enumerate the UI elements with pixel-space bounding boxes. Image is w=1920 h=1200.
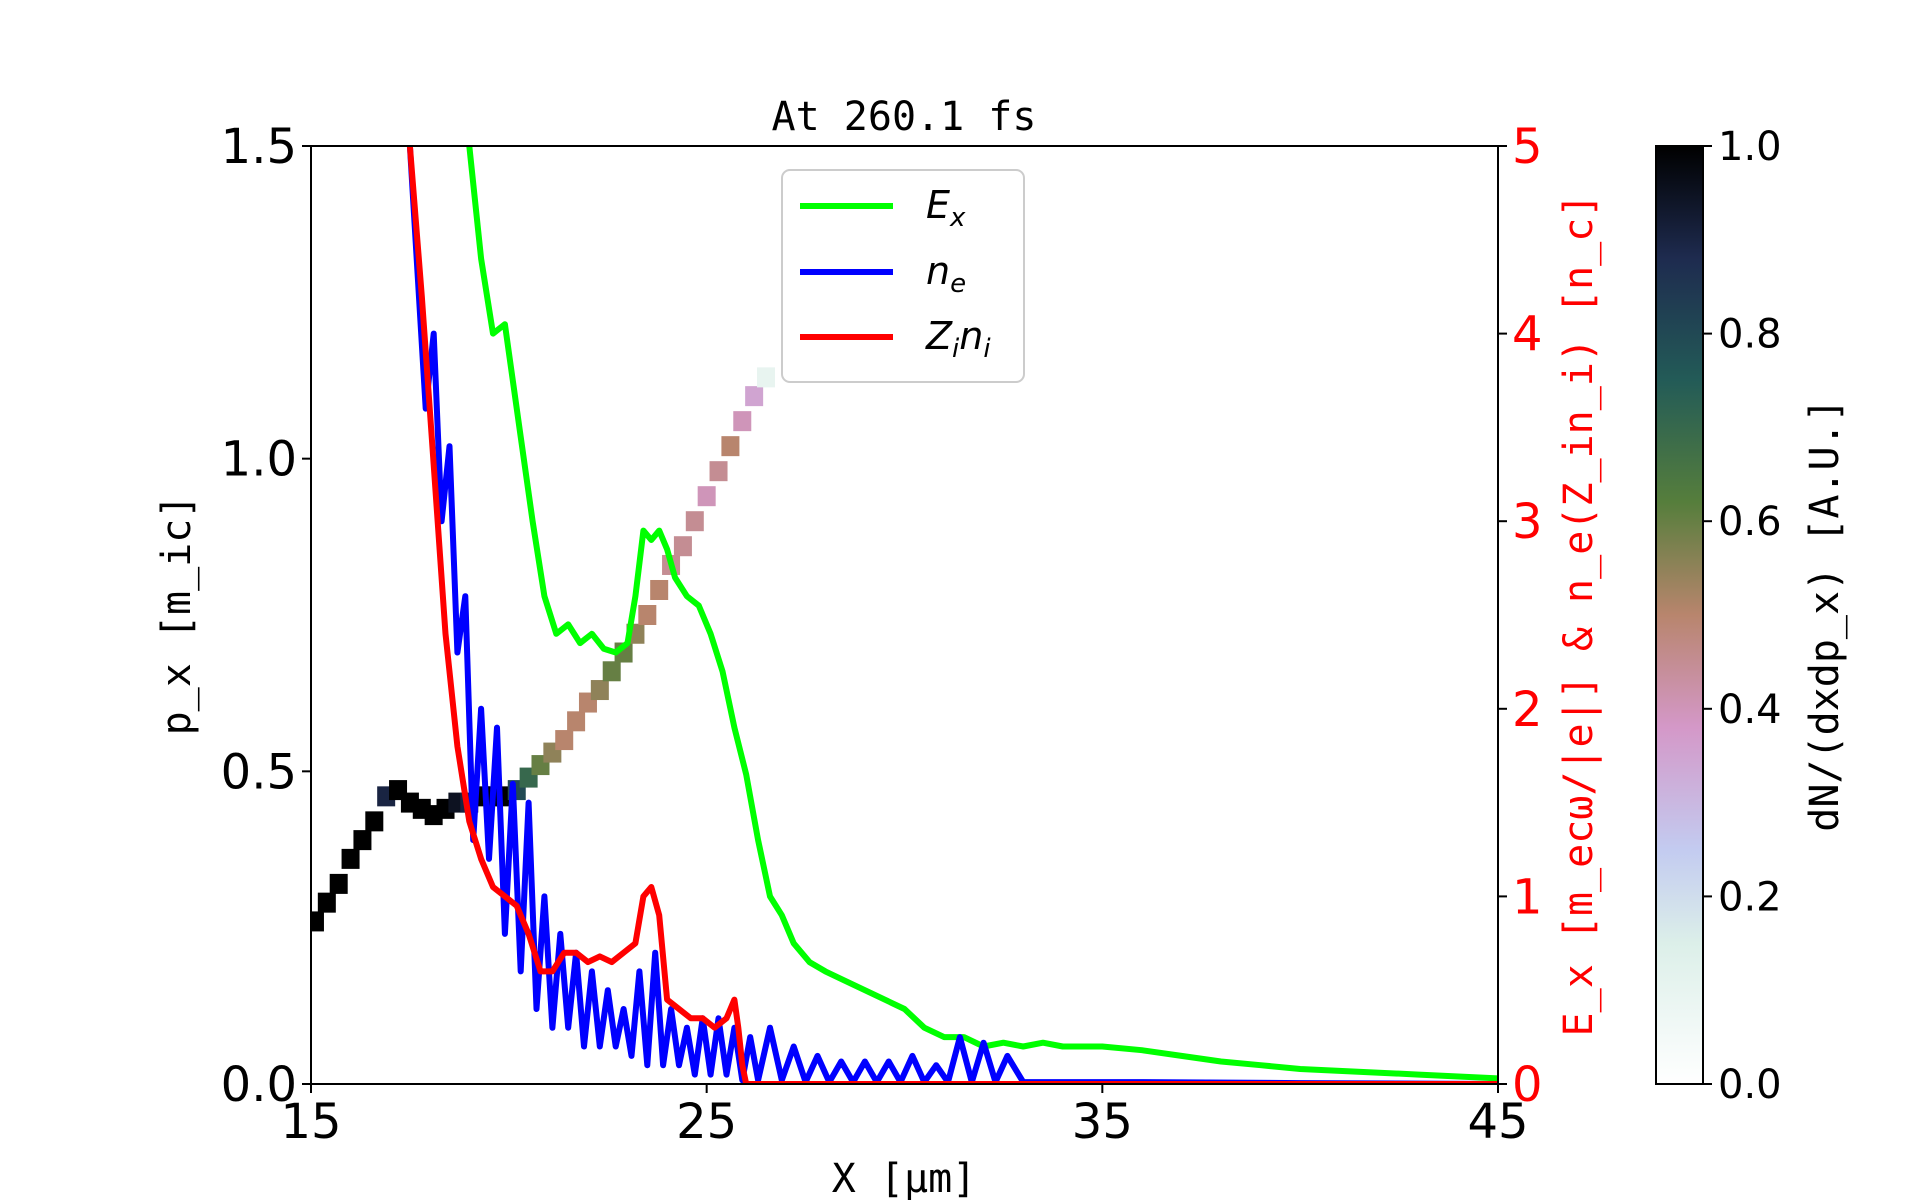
series-lines <box>406 146 1498 1084</box>
phase-cell-1 <box>317 892 336 913</box>
phase-cell-38 <box>757 367 776 388</box>
phase-space-map <box>311 367 776 932</box>
y-ticks: 0.0 0.5 1.0 1.5 <box>221 119 311 1113</box>
y-axis-label: p_x [m_ic] <box>154 495 200 736</box>
phase-cell-37 <box>745 386 764 407</box>
series-line-1 <box>406 146 1498 1084</box>
y2-tick-label-0: 0 <box>1512 1057 1543 1113</box>
colorbar-tick-label-4: 0.8 <box>1718 312 1782 358</box>
phase-cell-5 <box>365 811 384 832</box>
phase-cell-34 <box>709 461 728 482</box>
series-line-0 <box>466 146 1498 1082</box>
colorbar-tick-label-2: 0.4 <box>1718 687 1782 733</box>
x-ticks: 15 25 35 45 <box>280 1084 1529 1150</box>
legend-label-zn: Zini <box>925 314 991 364</box>
legend-box <box>781 169 1025 383</box>
phase-cell-29 <box>650 579 669 600</box>
y2-tick-label-2: 2 <box>1512 682 1543 738</box>
y-tick-label-0: 0.0 <box>221 1057 297 1113</box>
phase-cell-25 <box>602 661 621 682</box>
phase-cell-31 <box>673 536 692 557</box>
y-tick-label-1: 0.5 <box>221 744 297 800</box>
y-tick-label-2: 1.0 <box>221 432 297 488</box>
phase-cell-32 <box>685 511 704 532</box>
colorbar-tick-label-5: 1.0 <box>1718 124 1782 170</box>
series-line-2 <box>406 146 1498 1084</box>
plot-frame <box>310 145 1499 1085</box>
legend-label-ne: ne <box>926 249 966 299</box>
phase-cell-4 <box>353 830 372 851</box>
colorbar-tick-label-3: 0.6 <box>1718 499 1782 545</box>
colorbar-tick-label-0: 0.0 <box>1718 1062 1782 1108</box>
x-axis-label: X [μm] <box>832 1156 977 1200</box>
chart-title: At 260.1 fs <box>772 94 1037 140</box>
y2-tick-label-1: 1 <box>1512 869 1543 925</box>
y2-ticks: 0 1 2 3 4 5 <box>1498 119 1543 1113</box>
phase-cell-24 <box>590 680 609 701</box>
y-tick-label-3: 1.5 <box>221 119 297 175</box>
phase-cell-36 <box>733 411 752 432</box>
x-tick-label-2: 35 <box>1072 1094 1133 1150</box>
phase-cell-22 <box>567 711 586 732</box>
phase-cell-0 <box>311 911 324 932</box>
phase-cell-35 <box>721 436 740 457</box>
legend-label-ex: Ex <box>926 183 966 233</box>
y2-tick-label-4: 4 <box>1512 307 1543 363</box>
phase-cell-28 <box>638 605 657 625</box>
x-tick-label-1: 25 <box>676 1094 737 1150</box>
y2-tick-label-5: 5 <box>1512 119 1543 175</box>
x-tick-label-3: 45 <box>1467 1094 1528 1150</box>
phase-cell-33 <box>697 486 716 507</box>
x-tick-label-0: 15 <box>280 1094 341 1150</box>
colorbar-tick-label-1: 0.2 <box>1718 874 1782 920</box>
colorbar-label: dN/(dxdp_x) [A.U.] <box>1802 398 1848 831</box>
colorbar-ticks: 0.0 0.2 0.4 0.6 0.8 1.0 <box>1703 124 1782 1108</box>
phase-cell-21 <box>555 730 574 751</box>
phase-cell-2 <box>329 873 348 894</box>
phase-cell-3 <box>341 848 360 869</box>
legend: Ex ne Zini <box>781 169 1025 383</box>
y2-tick-label-3: 3 <box>1512 494 1543 550</box>
y2-axis-label: E_x [m_ecω/|e|] & n_e(Z_in_i) [n_c] <box>1556 194 1602 1037</box>
colorbar <box>1655 145 1704 1085</box>
